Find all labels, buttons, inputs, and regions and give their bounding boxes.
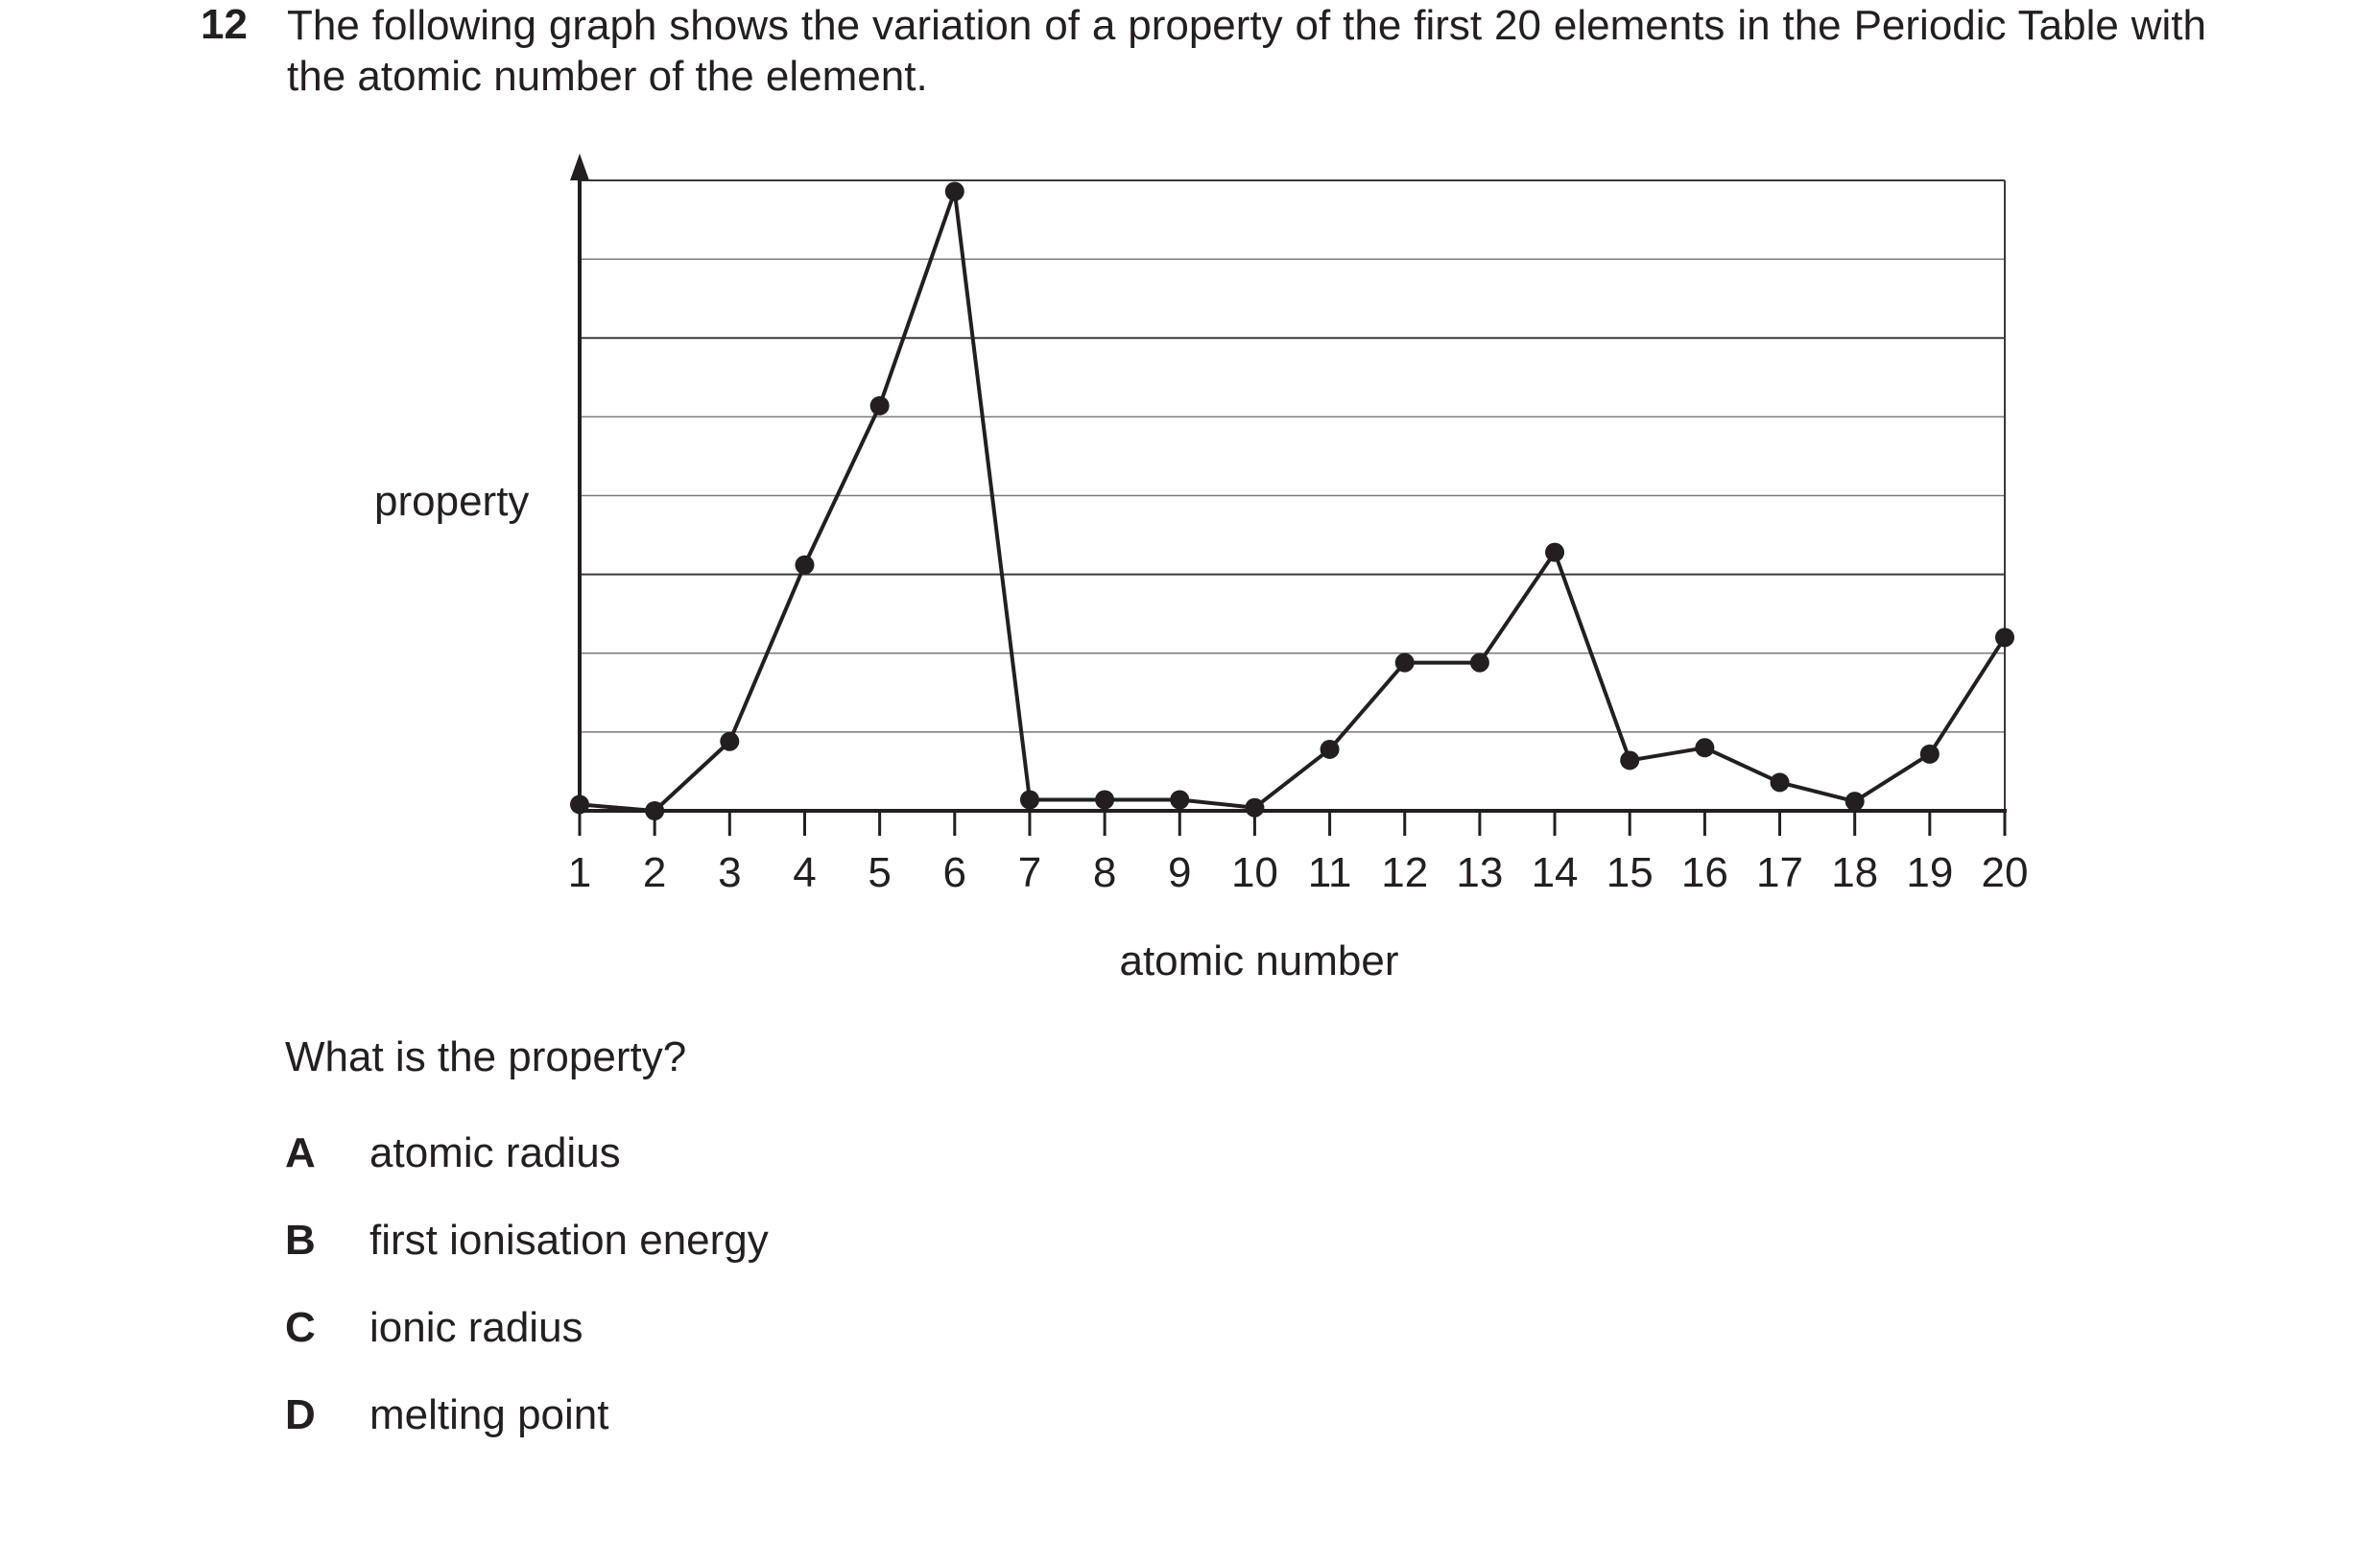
question-prompt: What is the property? <box>285 1033 687 1080</box>
series-line <box>579 189 2007 813</box>
data-point <box>1919 744 1940 764</box>
x-tick-label: 13 <box>1456 849 1503 896</box>
data-point <box>1545 542 1565 562</box>
data-point <box>869 395 890 415</box>
option-text: atomic radius <box>369 1129 621 1176</box>
data-point <box>1469 652 1489 673</box>
x-axis-label: atomic number <box>1119 937 1398 984</box>
data-point <box>1770 772 1790 793</box>
data-point <box>1695 738 1715 758</box>
x-tick-label: 7 <box>1018 849 1041 896</box>
option-letter: B <box>285 1217 316 1264</box>
x-tick-label: 15 <box>1606 849 1654 896</box>
option-text: melting point <box>369 1391 609 1438</box>
data-point <box>1995 628 2014 648</box>
data-point <box>944 181 964 202</box>
option-letter: D <box>285 1391 316 1438</box>
x-tick-label: 3 <box>718 849 741 896</box>
x-tick-label: 17 <box>1756 849 1803 896</box>
data-point <box>1844 792 1865 812</box>
data-point <box>1320 739 1340 759</box>
x-tick-label: 20 <box>1982 849 2029 896</box>
x-tick-label: 5 <box>868 849 891 896</box>
y-axis-arrow-icon <box>570 154 589 180</box>
option-text: first ionisation energy <box>369 1217 769 1264</box>
data-point <box>1394 652 1415 673</box>
x-tick-label: 12 <box>1381 849 1428 896</box>
data-point <box>1019 790 1039 810</box>
data-point <box>1620 750 1640 770</box>
x-tick-label: 2 <box>643 849 666 896</box>
question-number: 12 <box>201 1 248 48</box>
option-text: ionic radius <box>369 1304 583 1351</box>
data-point <box>1245 797 1265 818</box>
data-point <box>1170 790 1190 810</box>
data-point <box>1095 790 1115 810</box>
data-point <box>645 801 665 820</box>
option-letter: C <box>285 1304 316 1351</box>
x-tick-label: 11 <box>1308 849 1352 896</box>
x-tick-label: 18 <box>1831 849 1878 896</box>
data-point <box>795 555 815 575</box>
x-tick-label: 4 <box>793 849 816 896</box>
data-point <box>570 794 589 815</box>
x-tick-label: 19 <box>1906 849 1953 896</box>
x-tick-label: 9 <box>1168 849 1191 896</box>
x-tick-label: 8 <box>1093 849 1116 896</box>
data-point <box>720 731 740 751</box>
x-tick-label: 6 <box>943 849 966 896</box>
y-axis-label: property <box>374 478 529 525</box>
question-text: The following graph shows the variation … <box>287 2 2206 100</box>
x-tick-label: 1 <box>568 849 591 896</box>
option-letter: A <box>285 1129 316 1176</box>
x-tick-label: 10 <box>1231 849 1278 896</box>
x-tick-label: 16 <box>1681 849 1728 896</box>
x-tick-label: 14 <box>1532 849 1579 896</box>
